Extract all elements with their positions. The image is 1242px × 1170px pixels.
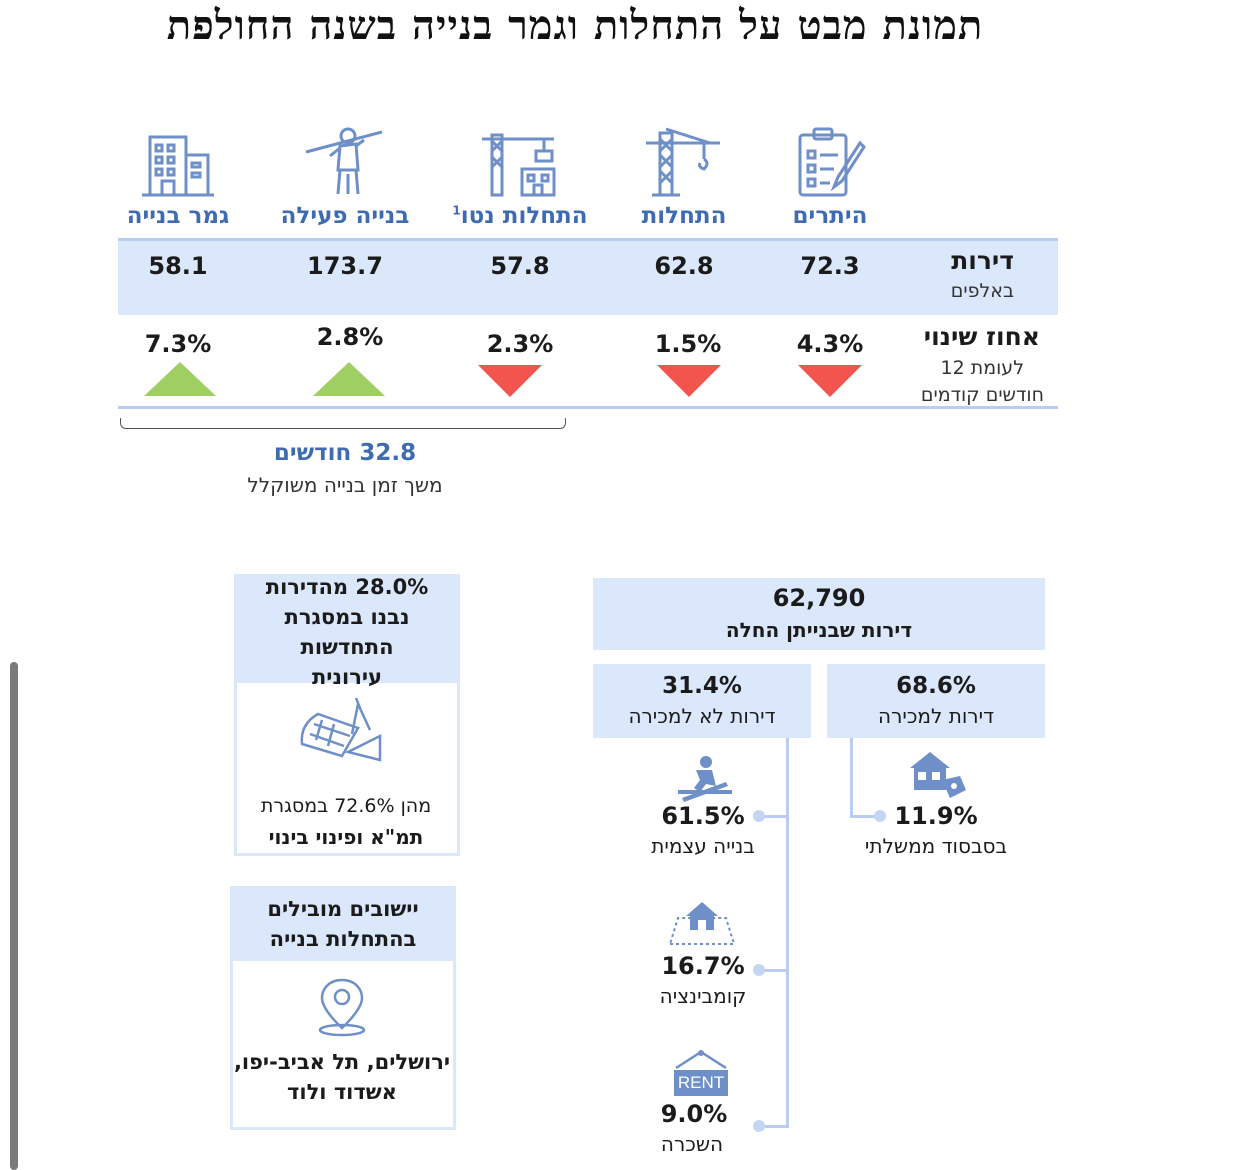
change-permits: 4.3% <box>796 330 864 358</box>
urban-renewal-line-3: התחדשות <box>300 635 394 659</box>
net-starts-label-text: התחלות נטו <box>460 203 588 229</box>
connector-line <box>850 815 878 818</box>
started-total-label: דירות שבנייתן החלה <box>725 618 913 642</box>
rent-sign-icon: RENT <box>670 1050 732 1098</box>
building-icon <box>142 135 214 197</box>
connector-line <box>786 738 789 1128</box>
connector-dot <box>753 810 765 822</box>
leading-towns-list-1: ירושלים, תל אביב-יפו, <box>233 1050 451 1074</box>
units-row-title: דירות <box>951 246 1014 275</box>
value-completion: 58.1 <box>148 252 208 280</box>
subsidized-pct: 11.9% <box>894 802 978 830</box>
urban-renewal-sub-1: מהן 72.6% במסגרת <box>260 795 432 817</box>
change-starts: 1.5% <box>654 330 722 358</box>
connector-dot <box>874 810 886 822</box>
connector-line <box>762 969 788 972</box>
column-label-completion: גמר בנייה <box>126 203 230 229</box>
scrollbar[interactable] <box>10 662 18 1170</box>
not-for-sale-label: דירות לא למכירה <box>628 704 776 728</box>
permit-clipboard-icon <box>798 127 866 197</box>
duration-label: משך זמן בנייה משוקלל <box>247 473 443 497</box>
column-label-starts: התחלות <box>641 203 727 229</box>
crane-building-icon <box>482 133 556 197</box>
started-total-box <box>593 578 1045 650</box>
rent-sign-text: RENT <box>674 1070 728 1096</box>
change-row-subtitle-1: לעומת 12 <box>940 357 1025 379</box>
crane-icon <box>646 127 720 197</box>
combination-pct: 16.7% <box>661 952 745 980</box>
arrow-up-icon <box>144 362 216 396</box>
urban-renewal-line-4: עירונית <box>311 665 383 689</box>
duration-bracket <box>120 418 566 429</box>
urban-renewal-header <box>237 577 457 683</box>
page-title: תמונת מבט על התחלות וגמר בנייה בשנה החול… <box>166 2 984 49</box>
leading-towns-list-2: אשדוד ולוד <box>287 1080 397 1104</box>
footnote-marker: 1 <box>452 203 461 218</box>
urban-renewal-text: 28.0% מהדירות נבנו במסגרת התחדשות עירוני… <box>240 572 454 692</box>
connector-line <box>762 1125 788 1128</box>
leading-towns-line-1: יישובים מובילים <box>267 897 419 921</box>
change-net-starts: 2.3% <box>486 330 554 358</box>
arrow-down-icon <box>657 365 721 397</box>
column-label-net-starts: התחלות נטו1 <box>440 203 600 229</box>
units-row-band <box>118 238 1058 315</box>
combination-label: קומבינציה <box>659 984 747 1008</box>
arrow-down-icon <box>478 365 542 397</box>
leading-towns-title: יישובים מובילים בהתחלות בנייה <box>236 894 450 954</box>
for-sale-label: דירות למכירה <box>878 704 994 728</box>
house-combination-icon <box>668 902 736 945</box>
for-sale-pct: 68.6% <box>896 673 976 699</box>
not-for-sale-pct: 31.4% <box>662 673 742 699</box>
subsidized-label: בסבסוד ממשלתי <box>864 834 1008 858</box>
arrow-up-icon <box>313 362 385 396</box>
self-build-pct: 61.5% <box>661 802 745 830</box>
rent-pct: 9.0% <box>660 1100 728 1128</box>
blueprint-icon <box>300 697 382 762</box>
urban-renewal-line-2: נבנו במסגרת <box>284 605 410 629</box>
rent-label: השכרה <box>660 1132 724 1156</box>
connector-dot <box>753 1120 765 1132</box>
value-active: 173.7 <box>307 252 383 280</box>
location-pin-icon <box>318 978 366 1037</box>
urban-renewal-line-1: 28.0% מהדירות <box>265 575 429 599</box>
connector-line <box>762 815 788 818</box>
self-build-label: בנייה עצמית <box>651 834 755 858</box>
for-sale-box <box>827 664 1045 738</box>
change-row-title: אחוז שינוי <box>923 322 1040 351</box>
units-row-subtitle: באלפים <box>950 280 1014 302</box>
connector-dot <box>753 964 765 976</box>
change-row-subtitle-2: חודשים קודמים <box>920 384 1044 406</box>
arrow-down-icon <box>798 365 862 397</box>
not-for-sale-box <box>593 664 811 738</box>
connector-line <box>850 738 853 818</box>
change-row-divider <box>118 406 1058 409</box>
change-active: 2.8% <box>316 323 384 351</box>
started-total-value: 62,790 <box>772 584 866 612</box>
value-net-starts: 57.8 <box>490 252 550 280</box>
column-label-permits: היתרים <box>792 203 868 229</box>
urban-renewal-sub-2: תמ"א ופינוי בינוי <box>268 825 424 849</box>
house-tag-icon <box>910 752 966 798</box>
rent-sign-hanger <box>675 1050 727 1070</box>
leading-towns-line-2: בהתחלות בנייה <box>269 927 417 951</box>
duration-value: 32.8 חודשים <box>273 440 417 466</box>
construction-worker-icon <box>305 127 383 195</box>
leading-towns-header <box>233 889 453 961</box>
value-permits: 72.3 <box>800 252 860 280</box>
change-completion: 7.3% <box>144 330 212 358</box>
worker-building-icon <box>678 756 732 802</box>
column-label-active: בנייה פעילה <box>280 203 410 229</box>
value-starts: 62.8 <box>654 252 714 280</box>
